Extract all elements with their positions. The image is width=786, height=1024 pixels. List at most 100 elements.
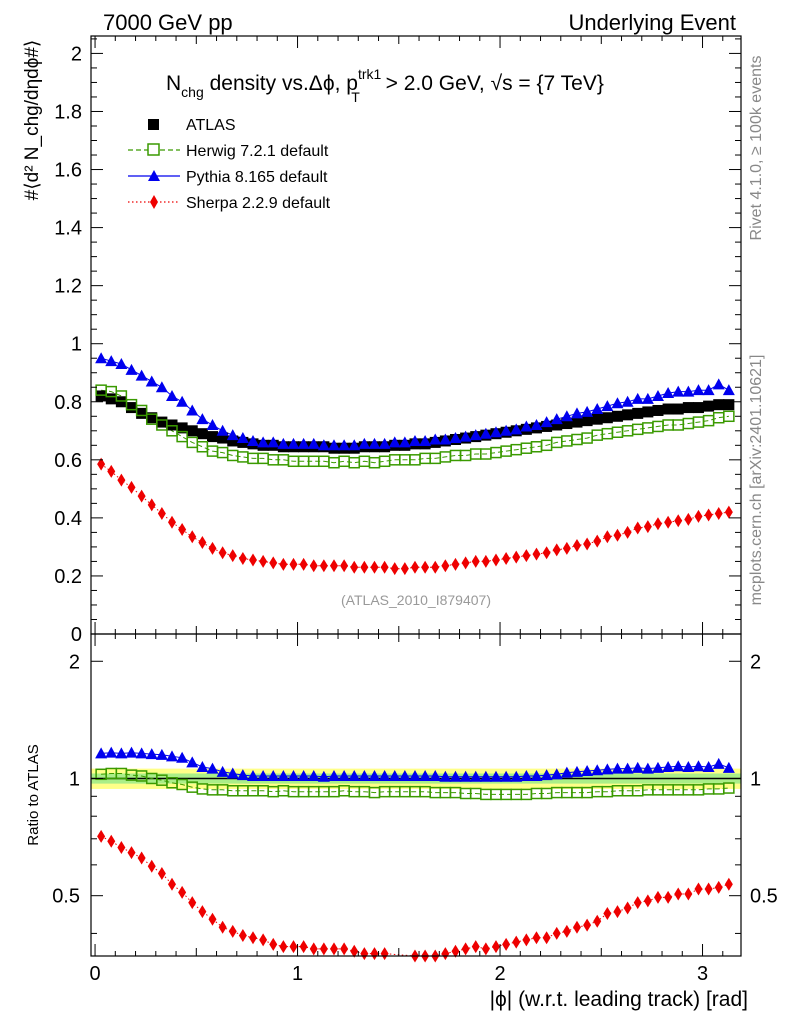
- top-y-tick-label: 1: [71, 334, 82, 356]
- top-pythia-point-55: [651, 389, 664, 401]
- top-sherpa-point-49: [593, 534, 602, 548]
- top-sherpa-point-38: [481, 554, 490, 568]
- top-sherpa-point-14: [238, 552, 247, 566]
- top-pythia-point-15: [246, 434, 259, 446]
- ratio-sherpa-point-17: [269, 937, 278, 951]
- top-herwig-point-10: [196, 441, 209, 453]
- top-herwig-point-8: [176, 430, 188, 443]
- top-atlas-point-57: [672, 403, 684, 415]
- ratio-pythia-point-41: [510, 770, 523, 782]
- ratio-pythia-point-50: [601, 763, 614, 775]
- top-pythia-point-5: [145, 375, 158, 387]
- ratio-sherpa-point-55: [653, 890, 662, 904]
- top-pythia-point-41: [510, 423, 523, 435]
- top-pythia-point-29: [388, 436, 401, 448]
- legend-sherpa-marker: [150, 195, 158, 209]
- top-herwig-point-3: [125, 398, 138, 411]
- top-sherpa-point-8: [178, 522, 187, 536]
- ratio-sherpa-point-5: [147, 859, 156, 873]
- ratio-sherpa-line: [100, 835, 730, 957]
- top-y-tick-label: 1.4: [54, 218, 82, 240]
- top-pythia-point-1: [105, 355, 118, 367]
- ratio-sherpa-point-22: [319, 942, 328, 956]
- ratio-sherpa-point-39: [491, 940, 500, 954]
- ratio-sherpa-point-45: [552, 926, 561, 940]
- legend: ATLAS Herwig 7.2.1 default Pythia 8.165 …: [128, 117, 331, 212]
- top-sherpa-point-62: [724, 505, 733, 519]
- top-sherpa-point-48: [583, 537, 592, 551]
- top-pythia-point-60: [702, 384, 715, 396]
- top-atlas-point-61: [713, 399, 725, 411]
- x-tick-label: 3: [697, 963, 708, 985]
- ratio-sherpa-point-35: [451, 944, 460, 958]
- top-sherpa-point-7: [167, 515, 176, 529]
- top-sherpa-point-33: [431, 560, 440, 574]
- ratio-pythia-point-35: [449, 770, 462, 782]
- ratio-sherpa-point-25: [350, 944, 359, 958]
- top-sherpa-point-22: [319, 559, 328, 573]
- top-sherpa-point-60: [704, 508, 713, 522]
- ratio-herwig-line: [101, 773, 729, 795]
- top-pythia-point-42: [520, 420, 533, 432]
- ratio-pythia-point-4: [135, 747, 148, 759]
- top-herwig-point-62: [723, 410, 735, 423]
- top-pythia-point-34: [439, 433, 452, 445]
- top-atlas-point-1: [105, 393, 117, 405]
- legend-herwig-marker: [147, 143, 160, 156]
- top-pythia-point-40: [500, 424, 513, 436]
- ratio-sherpa-point-34: [441, 947, 450, 961]
- top-pythia-point-3: [125, 363, 138, 375]
- top-pythia-point-31: [408, 434, 421, 446]
- top-atlas-point-3: [125, 402, 137, 414]
- ratio-pythia-point-8: [176, 751, 189, 763]
- top-sherpa-point-30: [400, 562, 409, 576]
- ratio-pythia-point-31: [408, 769, 421, 781]
- top-sherpa-point-53: [633, 521, 642, 535]
- top-y-tick-label: 1.6: [54, 160, 82, 182]
- top-atlas-point-11: [206, 431, 218, 443]
- top-pythia-point-46: [560, 410, 573, 422]
- ratio-pythia-point-6: [155, 748, 168, 760]
- top-sherpa-point-0: [97, 457, 106, 471]
- top-atlas-point-50: [601, 412, 613, 424]
- top-sherpa-point-19: [289, 557, 298, 571]
- top-atlas-point-53: [632, 407, 644, 419]
- top-pythia-point-22: [317, 439, 330, 451]
- top-pythia-point-38: [479, 427, 492, 439]
- top-atlas-point-58: [682, 402, 694, 414]
- top-pythia-point-20: [297, 437, 310, 449]
- top-sherpa-point-12: [218, 546, 227, 560]
- ratio-pythia-point-54: [641, 762, 654, 774]
- top-pythia-point-50: [601, 400, 614, 412]
- top-pythia-point-33: [429, 433, 442, 445]
- ratio-sherpa-point-44: [542, 931, 551, 945]
- ratio-pythia-point-12: [216, 765, 229, 777]
- top-sherpa-point-36: [461, 556, 470, 570]
- ratio-sherpa-point-16: [259, 933, 268, 947]
- top-sherpa-point-52: [623, 525, 632, 539]
- top-sherpa-point-46: [562, 541, 571, 555]
- ratio-pythia-point-2: [115, 747, 128, 759]
- ratio-pythia-point-23: [327, 769, 340, 781]
- ratio-panel-frame: [90, 633, 742, 957]
- ratio-pythia-point-46: [560, 766, 573, 778]
- top-herwig-point-61: [712, 411, 725, 424]
- ratio-sherpa-point-40: [502, 937, 511, 951]
- top-pythia-point-11: [206, 418, 219, 430]
- ratio-pythia-point-0: [95, 747, 108, 759]
- top-herwig-point-6: [156, 419, 168, 431]
- top-pythia-point-21: [307, 437, 320, 449]
- y-axis-label-ratio: Ratio to ATLAS: [25, 744, 42, 845]
- top-sherpa-point-29: [390, 562, 399, 576]
- ratio-sherpa-point-6: [157, 867, 166, 881]
- ratio-sherpa-point-57: [674, 887, 683, 901]
- ratio-pythia-point-10: [196, 761, 209, 773]
- top-pythia-point-58: [682, 385, 695, 397]
- ratio-sherpa-point-61: [714, 880, 723, 894]
- top-sherpa-point-37: [471, 554, 480, 568]
- top-sherpa-line: [100, 463, 729, 570]
- top-sherpa-point-18: [279, 557, 288, 571]
- top-sherpa-point-32: [421, 560, 430, 574]
- ratio-pythia-point-37: [469, 770, 482, 782]
- top-sherpa-point-15: [248, 553, 257, 567]
